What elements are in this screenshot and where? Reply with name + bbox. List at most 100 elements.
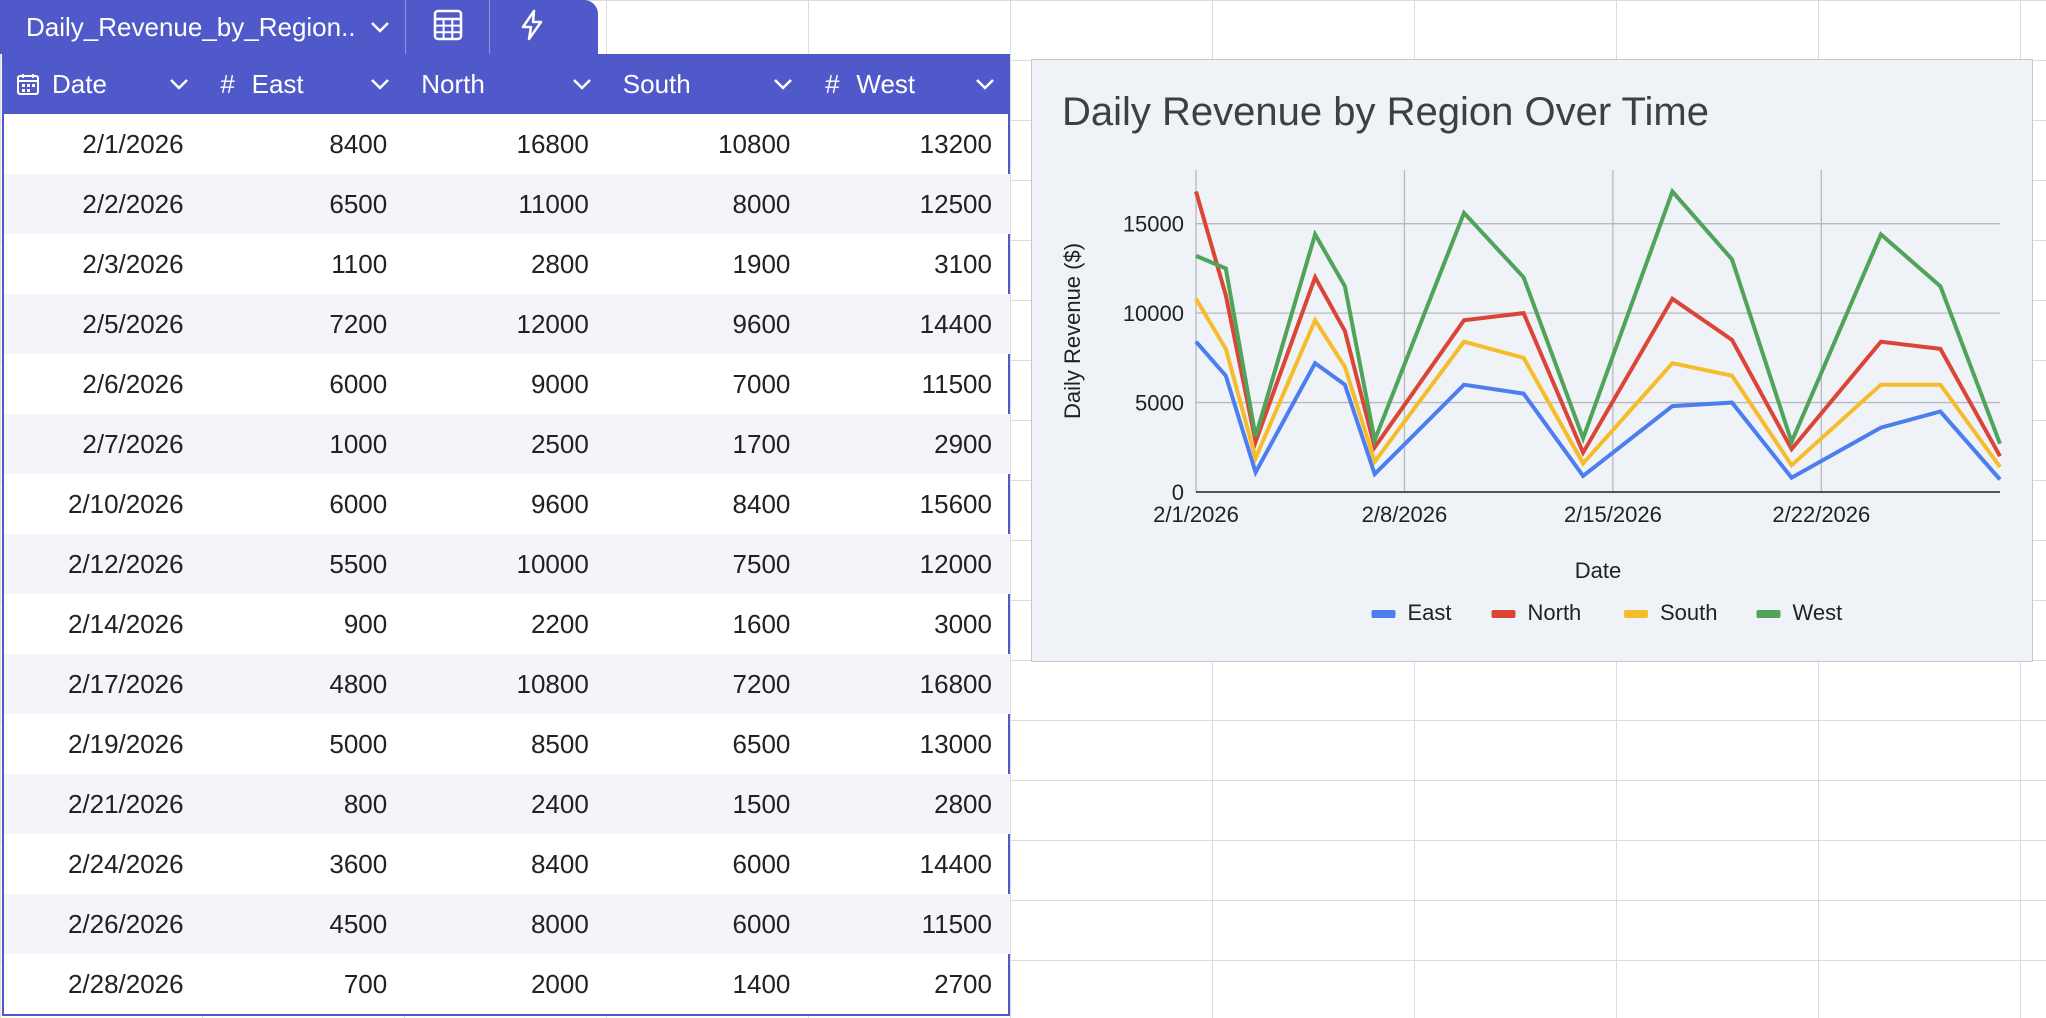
table-cell[interactable]: 2/24/2026 xyxy=(67,848,184,879)
legend-swatch-north xyxy=(1491,610,1516,618)
table-cell[interactable]: 8500 xyxy=(530,728,589,759)
column-header-south[interactable]: South xyxy=(607,54,809,114)
calculator-button[interactable] xyxy=(406,0,490,54)
table-cell[interactable]: 10000 xyxy=(516,548,589,579)
table-cell[interactable]: 2800 xyxy=(530,248,589,279)
table-row: 2/26/2026 4500 8000 6000 11500 xyxy=(4,894,1010,954)
table-cell[interactable]: 2/17/2026 xyxy=(67,668,184,699)
table-cell[interactable]: 3600 xyxy=(329,848,388,879)
column-header-date[interactable]: Date xyxy=(4,54,204,114)
table-cell[interactable]: 3100 xyxy=(934,248,992,279)
table-cell[interactable]: 2800 xyxy=(934,788,992,819)
table-cell[interactable]: 16800 xyxy=(516,128,589,159)
table-cell[interactable]: 7500 xyxy=(732,548,791,579)
table-cell[interactable]: 10800 xyxy=(718,128,791,159)
table-cell[interactable]: 13000 xyxy=(919,728,992,759)
table-cell[interactable]: 1100 xyxy=(331,248,388,279)
table-cell[interactable]: 2/19/2026 xyxy=(67,728,184,759)
table-cell[interactable]: 2700 xyxy=(934,968,992,999)
table-cell[interactable]: 14400 xyxy=(919,308,992,339)
table-cell[interactable]: 900 xyxy=(343,608,388,639)
table-cell[interactable]: 8000 xyxy=(732,188,791,219)
table-cell[interactable]: 8000 xyxy=(530,908,589,939)
table-cell[interactable]: 6000 xyxy=(732,848,791,879)
table-cell[interactable]: 2500 xyxy=(530,428,589,459)
table-cell[interactable]: 2400 xyxy=(530,788,589,819)
table-cell[interactable]: 6000 xyxy=(329,368,388,399)
table-cell[interactable]: 2/14/2026 xyxy=(67,608,184,639)
chevron-down-icon[interactable] xyxy=(758,78,808,90)
table-cell[interactable]: 2200 xyxy=(530,608,589,639)
table-cell[interactable]: 700 xyxy=(343,968,388,999)
table-cell[interactable]: 2/7/2026 xyxy=(82,428,184,459)
table-cell[interactable]: 9000 xyxy=(530,368,589,399)
table-cell[interactable]: 11000 xyxy=(518,188,589,219)
automation-button[interactable] xyxy=(490,0,574,54)
table-cell[interactable]: 2/1/2026 xyxy=(82,128,184,159)
table-row: 2/6/2026 6000 9000 7000 11500 xyxy=(4,354,1010,414)
table-cell[interactable]: 1400 xyxy=(732,968,791,999)
table-cell[interactable]: 16800 xyxy=(919,668,992,699)
table-cell[interactable]: 2/28/2026 xyxy=(67,968,184,999)
chevron-down-icon[interactable] xyxy=(557,78,607,90)
table-cell[interactable]: 12000 xyxy=(919,548,992,579)
chevron-down-icon[interactable] xyxy=(960,78,1010,90)
column-header-north[interactable]: North xyxy=(405,54,607,114)
chevron-down-icon[interactable] xyxy=(355,78,405,90)
y-tick-label: 0 xyxy=(1172,480,1184,505)
table-cell[interactable]: 5500 xyxy=(329,548,388,579)
table-cell[interactable]: 6500 xyxy=(732,728,791,759)
table-cell[interactable]: 12500 xyxy=(919,188,992,219)
hash-icon: # xyxy=(220,68,235,99)
table-cell[interactable]: 9600 xyxy=(530,488,589,519)
x-tick-label: 2/1/2026 xyxy=(1153,502,1239,527)
table-cell[interactable]: 3000 xyxy=(934,608,992,639)
line-chart[interactable]: Daily Revenue by Region Over Time 0 5000 1… xyxy=(1031,59,2033,662)
table-cell[interactable]: 4500 xyxy=(329,908,388,939)
table-cell[interactable]: 2/10/2026 xyxy=(67,488,184,519)
table-cell[interactable]: 14400 xyxy=(919,848,992,879)
table-cell[interactable]: 2900 xyxy=(934,428,992,459)
chevron-down-icon xyxy=(355,21,405,33)
table-cell[interactable]: 8400 xyxy=(732,488,791,519)
table-cell[interactable]: 9600 xyxy=(732,308,791,339)
table-name-dropdown[interactable]: Daily_Revenue_by_Region... xyxy=(0,0,406,54)
table-row: 2/7/2026 1000 2500 1700 2900 xyxy=(4,414,1010,474)
table-cell[interactable]: 11500 xyxy=(921,908,992,939)
table-cell[interactable]: 6000 xyxy=(329,488,388,519)
table-cell[interactable]: 1000 xyxy=(329,428,388,459)
table-row: 2/28/2026 700 2000 1400 2700 xyxy=(4,954,1010,1014)
chevron-down-icon[interactable] xyxy=(154,78,204,90)
table-cell[interactable]: 2/3/2026 xyxy=(82,248,184,279)
column-header-east[interactable]: # East xyxy=(204,54,406,114)
table-cell[interactable]: 2/12/2026 xyxy=(67,548,184,579)
table-cell[interactable]: 10800 xyxy=(516,668,589,699)
table-cell[interactable]: 4800 xyxy=(329,668,388,699)
table-cell[interactable]: 7200 xyxy=(329,308,388,339)
table-cell[interactable]: 5000 xyxy=(329,728,388,759)
table-cell[interactable]: 2/6/2026 xyxy=(82,368,184,399)
table-cell[interactable]: 8400 xyxy=(530,848,589,879)
table-cell[interactable]: 1500 xyxy=(732,788,791,819)
table-cell[interactable]: 2/2/2026 xyxy=(82,188,184,219)
table-cell[interactable]: 1900 xyxy=(732,248,791,279)
table-cell[interactable]: 1700 xyxy=(732,428,791,459)
table-cell[interactable]: 2/5/2026 xyxy=(82,308,184,339)
table-cell[interactable]: 2/26/2026 xyxy=(67,908,184,939)
table-cell[interactable]: 6000 xyxy=(732,908,791,939)
table-cell[interactable]: 15600 xyxy=(919,488,992,519)
table-cell[interactable]: 7200 xyxy=(732,668,791,699)
table-cell[interactable]: 7000 xyxy=(732,368,791,399)
table-cell[interactable]: 2/21/2026 xyxy=(67,788,184,819)
table-cell[interactable]: 8400 xyxy=(329,128,388,159)
table-cell[interactable]: 11500 xyxy=(921,368,992,399)
table-cell[interactable]: 13200 xyxy=(919,128,992,159)
table-cell[interactable]: 1600 xyxy=(732,608,791,639)
series-line-west xyxy=(1195,187,2002,448)
column-header-west[interactable]: # West xyxy=(808,54,1010,114)
table-cell[interactable]: 6500 xyxy=(329,188,388,219)
table-cell[interactable]: 800 xyxy=(343,788,388,819)
table-cell[interactable]: 2000 xyxy=(530,968,589,999)
table-cell[interactable]: 12000 xyxy=(516,308,589,339)
x-axis-label: Date xyxy=(1575,558,1621,583)
